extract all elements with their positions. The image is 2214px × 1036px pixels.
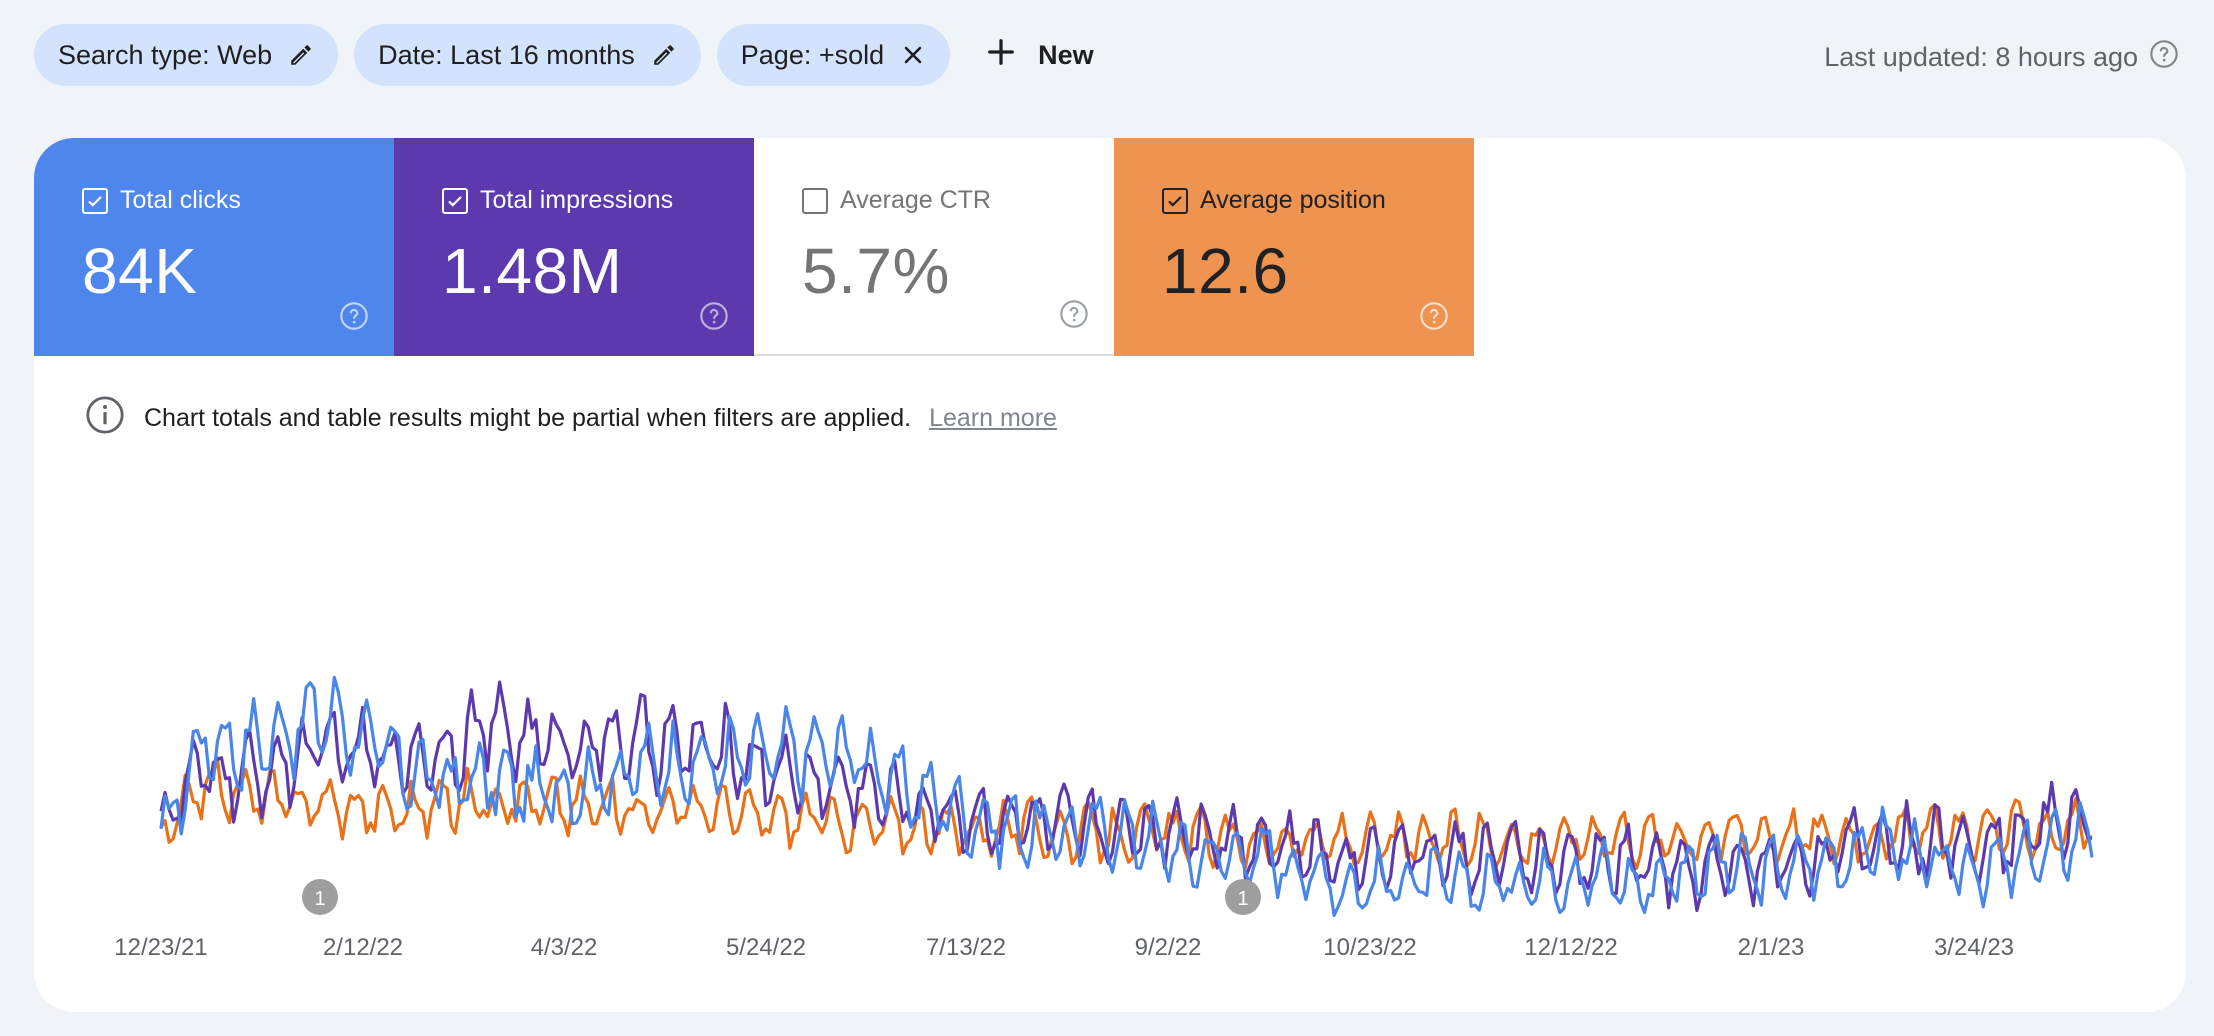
new-filter-button[interactable]: New [966, 24, 1114, 86]
help-icon[interactable] [2148, 38, 2180, 77]
pencil-icon[interactable] [649, 40, 679, 70]
series-line-total-clicks [159, 675, 2094, 917]
last-updated: Last updated: 8 hours ago [1824, 38, 2180, 77]
notice-text: Chart totals and table results might be … [144, 404, 912, 432]
learn-more-link[interactable]: Learn more [929, 404, 1057, 432]
filter-chip-label: Date: Last 16 months [378, 39, 635, 70]
metric-average-ctr[interactable]: Average CTR 5.7% [754, 138, 1114, 356]
metric-value: 5.7% [802, 235, 950, 307]
pencil-icon[interactable] [286, 40, 316, 70]
help-icon[interactable] [1058, 298, 1090, 330]
x-tick-label: 12/23/21 [114, 934, 207, 961]
last-updated-text: Last updated: 8 hours ago [1824, 42, 2138, 72]
svg-text:1: 1 [1237, 888, 1248, 910]
metric-label: Total impressions [480, 186, 674, 214]
help-icon[interactable] [338, 300, 370, 332]
x-tick-label: 12/12/22 [1524, 934, 1617, 961]
metric-cards: Total clicks 84K Total impressions 1.48M [34, 138, 1474, 356]
metric-total-impressions[interactable]: Total impressions 1.48M [394, 138, 754, 356]
info-icon [84, 394, 126, 443]
help-icon[interactable] [698, 300, 730, 332]
metric-header: Average CTR [802, 186, 991, 215]
filter-bar: Search type: Web Date: Last 16 months Pa… [34, 24, 1114, 86]
annotation-marker[interactable]: 1 [302, 879, 338, 915]
metric-header: Average position [1162, 186, 1386, 215]
x-tick-label: 3/24/23 [1934, 934, 2014, 961]
x-tick-label: 9/2/22 [1135, 934, 1202, 961]
svg-text:1: 1 [314, 888, 325, 910]
checkbox-checked-icon[interactable] [82, 187, 108, 214]
metric-label: Total clicks [120, 186, 241, 214]
checkbox-checked-icon[interactable] [1162, 187, 1188, 214]
x-tick-label: 10/23/22 [1323, 934, 1416, 961]
metric-header: Total impressions [442, 186, 673, 215]
checkbox-unchecked-icon[interactable] [802, 187, 828, 214]
metric-value: 84K [82, 235, 198, 307]
metric-label: Average position [1200, 186, 1386, 214]
performance-card: Total clicks 84K Total impressions 1.48M [34, 138, 2186, 1012]
metric-average-position[interactable]: Average position 12.6 [1114, 138, 1474, 356]
filter-chip-label: Page: +sold [740, 39, 885, 70]
close-icon[interactable] [898, 40, 928, 70]
x-tick-label: 5/24/22 [726, 934, 806, 961]
new-filter-label: New [1038, 39, 1094, 70]
annotation-marker[interactable]: 1 [1225, 879, 1261, 915]
metric-total-clicks[interactable]: Total clicks 84K [34, 138, 394, 356]
metric-value: 12.6 [1162, 235, 1289, 307]
series-line-average-position [159, 756, 2093, 870]
metric-label: Average CTR [840, 186, 991, 214]
filter-chip-label: Search type: Web [58, 39, 273, 70]
checkbox-checked-icon[interactable] [442, 187, 468, 214]
metric-header: Total clicks [82, 186, 241, 215]
help-icon[interactable] [1418, 300, 1450, 332]
plus-icon [986, 37, 1016, 74]
performance-chart[interactable]: 12/23/21 2/12/22 4/3/22 5/24/22 7/13/22 9/2/2… [34, 438, 2186, 1012]
filter-chip-page[interactable]: Page: +sold [716, 24, 951, 86]
metric-value: 1.48M [442, 235, 623, 307]
x-tick-label: 4/3/22 [531, 934, 598, 961]
partial-results-notice: Chart totals and table results might be … [84, 394, 1057, 443]
x-tick-label: 2/12/22 [323, 934, 403, 961]
filter-chip-date[interactable]: Date: Last 16 months [354, 24, 701, 86]
x-tick-label: 2/1/23 [1738, 934, 1805, 961]
x-tick-label: 7/13/22 [926, 934, 1006, 961]
filter-chip-search-type[interactable]: Search type: Web [34, 24, 339, 86]
series-line-total-impressions [159, 680, 2093, 913]
